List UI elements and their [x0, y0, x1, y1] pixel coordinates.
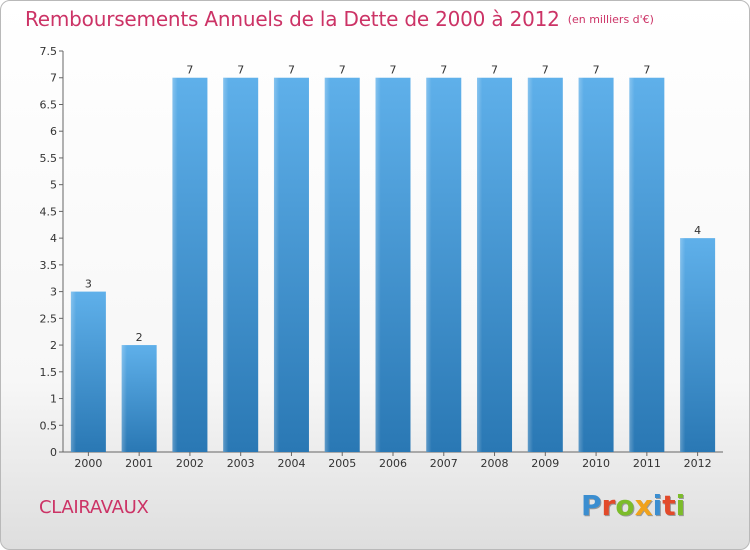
x-tick-label: 2003 [227, 457, 255, 470]
y-tick-label: 5.5 [40, 152, 58, 165]
data-label: 7 [542, 64, 549, 77]
bar-highlight [121, 345, 157, 452]
data-labels-group: 3 2 7 7 7 7 7 7 7 7 7 7 4 [85, 64, 701, 344]
data-label: 7 [593, 64, 600, 77]
data-label: 7 [390, 64, 397, 77]
y-tick-label: 2 [50, 339, 57, 352]
y-tick-label: 7.5 [40, 45, 58, 58]
x-tick-label: 2001 [125, 457, 153, 470]
logo-letter: o [615, 489, 635, 522]
data-label: 7 [491, 64, 498, 77]
y-tick-label: 6.5 [40, 98, 58, 111]
x-tick-label: 2008 [481, 457, 509, 470]
x-tick-label: 2012 [684, 457, 712, 470]
y-tick-label: 6 [50, 125, 57, 138]
x-tick-label: 2005 [328, 457, 356, 470]
proxiti-logo[interactable]: Proxiti [581, 489, 685, 522]
chart-unit: (en milliers d'€) [567, 13, 654, 26]
data-label: 7 [339, 64, 346, 77]
y-tick-label: 4 [50, 232, 57, 245]
bars-group [70, 77, 716, 452]
data-label: 2 [136, 331, 143, 344]
data-label: 7 [288, 64, 295, 77]
x-tick-label: 2009 [531, 457, 559, 470]
y-tick-label: 4.5 [40, 205, 58, 218]
y-tick-label: 2.5 [40, 312, 58, 325]
x-tick-label: 2002 [176, 457, 204, 470]
bar-highlight [172, 77, 208, 452]
y-axis: 0 0.5 1 1.5 2 2.5 3 3.5 4 4.5 5 5.5 6 6.5 7 7.5 [40, 45, 64, 459]
chart-title: Remboursements Annuels de la Dette de 20… [25, 7, 560, 31]
bar-highlight [70, 291, 106, 452]
x-tick-label: 2006 [379, 457, 407, 470]
bar-highlight [477, 77, 513, 452]
bar-highlight [527, 77, 563, 452]
logo-letter: r [601, 489, 616, 522]
bar-highlight [629, 77, 665, 452]
bar-highlight [578, 77, 614, 452]
bar-highlight [223, 77, 259, 452]
logo-letter: i [652, 489, 663, 522]
x-tick-label: 2000 [74, 457, 102, 470]
bar-highlight [273, 77, 309, 452]
bar-highlight [375, 77, 411, 452]
x-tick-label: 2011 [633, 457, 661, 470]
data-label: 4 [694, 224, 701, 237]
data-label: 7 [643, 64, 650, 77]
y-tick-label: 0 [50, 446, 57, 459]
x-tick-label: 2004 [277, 457, 305, 470]
x-tick-label: 2007 [430, 457, 458, 470]
data-label: 7 [440, 64, 447, 77]
y-tick-label: 3.5 [40, 259, 58, 272]
commune-name: CLAIRAVAUX [39, 497, 149, 518]
data-label: 3 [85, 278, 92, 291]
logo-letter: t [662, 489, 676, 522]
bar-highlight [426, 77, 462, 452]
bar-highlight [324, 77, 360, 452]
x-tick-label: 2010 [582, 457, 610, 470]
y-tick-label: 1.5 [40, 366, 58, 379]
data-label: 7 [186, 64, 193, 77]
y-tick-label: 0.5 [40, 419, 58, 432]
y-tick-label: 1 [50, 393, 57, 406]
y-tick-label: 7 [50, 72, 57, 85]
logo-letter: P [581, 489, 602, 522]
chart-title-block: Remboursements Annuels de la Dette de 20… [25, 7, 654, 31]
bar-highlight [680, 238, 716, 452]
y-tick-label: 5 [50, 179, 57, 192]
logo-letter: i [675, 489, 686, 522]
y-tick-label: 3 [50, 286, 57, 299]
logo-letter: x [634, 489, 653, 522]
data-label: 7 [237, 64, 244, 77]
x-axis: 2000 2001 2002 2003 2004 2005 2006 2007 2008 2009… [63, 451, 723, 470]
